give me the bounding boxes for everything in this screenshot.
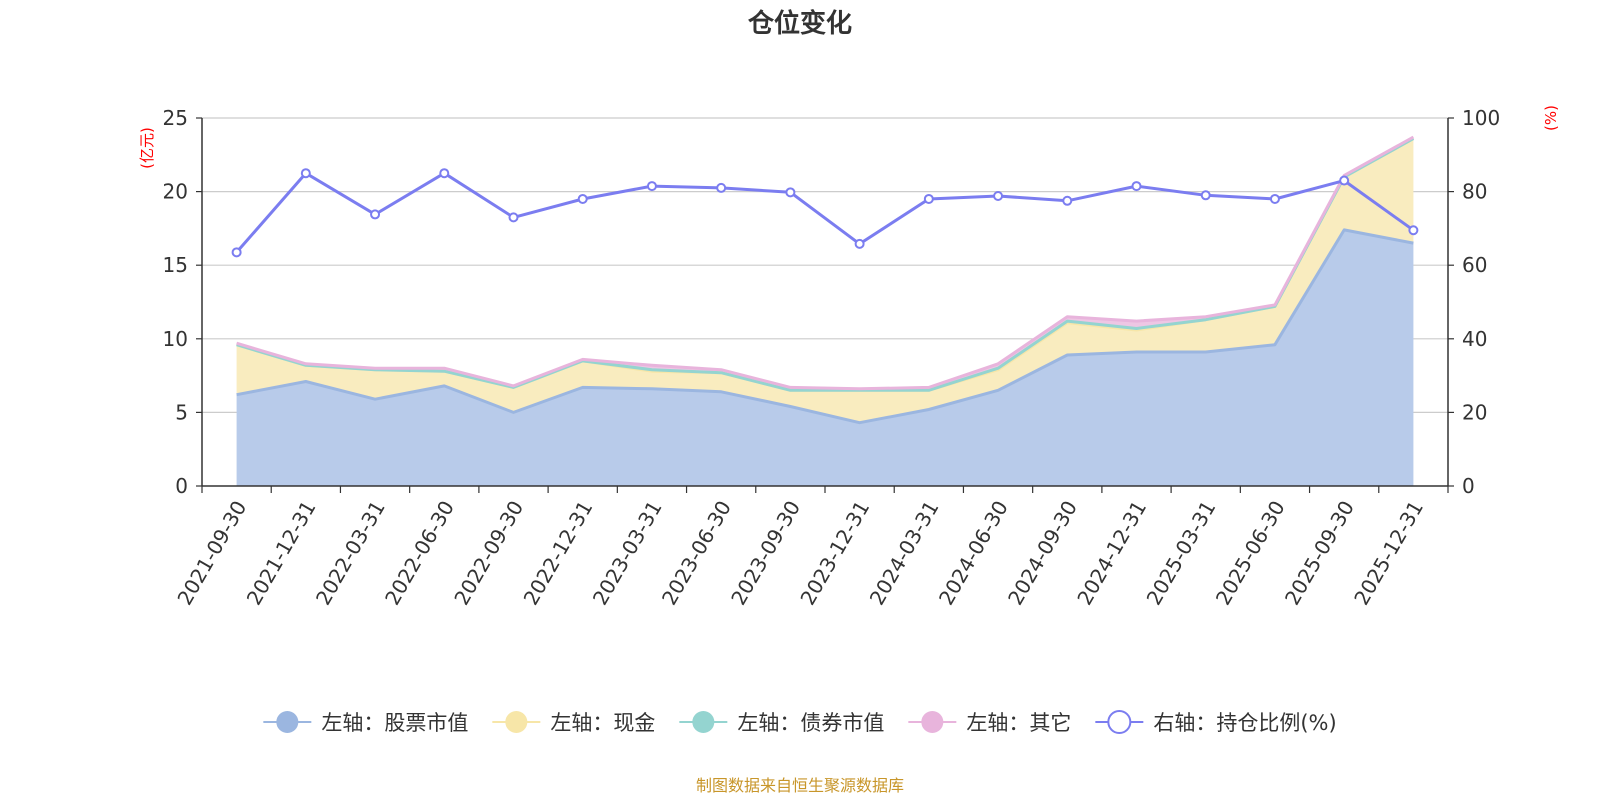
legend-label: 左轴：现金 (550, 711, 655, 735)
legend-item[interactable]: 左轴：股票市值 (263, 711, 468, 735)
right-axis-tick-label: 0 (1462, 474, 1475, 498)
x-axis-tick-label: 2023-06-30 (657, 497, 736, 610)
legend[interactable]: 左轴：股票市值 左轴：现金 左轴：债券市值 左轴：其它 右轴：持仓比例(%) (263, 710, 1337, 735)
position-ratio-point[interactable] (1062, 195, 1073, 206)
left-axis-tick-label: 25 (163, 106, 188, 130)
right-axis-tick-label: 40 (1462, 327, 1487, 351)
position-ratio-point[interactable] (1339, 175, 1350, 186)
x-axis-tick-label: 2023-09-30 (726, 497, 805, 610)
legend-item[interactable]: 左轴：债券市值 (679, 711, 884, 735)
x-axis-tick-label: 2024-03-31 (865, 496, 944, 609)
legend-label: 右轴：持仓比例(%) (1153, 711, 1336, 735)
position-ratio-point[interactable] (300, 168, 311, 179)
legend-label: 左轴：股票市值 (321, 711, 468, 735)
position-ratio-point[interactable] (993, 191, 1004, 202)
left-axis-tick-label: 10 (163, 327, 188, 351)
x-axis-tick-label: 2023-12-31 (795, 497, 874, 610)
position-ratio-point[interactable] (370, 209, 381, 220)
left-axis-tick-label: 0 (175, 474, 188, 498)
x-axis-tick-label: 2025-06-30 (1211, 497, 1290, 610)
x-axis-tick-label: 2021-09-30 (172, 497, 251, 610)
x-axis-tick-label: 2025-09-30 (1280, 497, 1359, 610)
position-ratio-point[interactable] (1131, 181, 1142, 192)
line-layer (231, 168, 1419, 258)
position-ratio-point[interactable] (1269, 193, 1280, 204)
x-axis-tick-label: 2024-09-30 (1003, 497, 1082, 610)
legend-label: 左轴：其它 (966, 711, 1071, 735)
position-ratio-point[interactable] (1200, 190, 1211, 201)
position-ratio-point[interactable] (231, 247, 242, 258)
x-axis-tick-label: 2021-12-31 (242, 497, 321, 610)
position-ratio-point[interactable] (785, 187, 796, 198)
position-ratio-point[interactable] (508, 212, 519, 223)
right-axis-tick-label: 20 (1462, 400, 1487, 424)
area-edge-line (236, 135, 1415, 391)
x-axis-tick-label: 2022-12-31 (519, 497, 598, 610)
right-axis-tick-label: 60 (1462, 253, 1487, 277)
legend-item[interactable]: 右轴：持仓比例(%) (1095, 710, 1337, 735)
area-edge-line (236, 228, 1414, 425)
legend-dot-icon (921, 711, 944, 733)
right-axis-tick-label: 100 (1462, 106, 1500, 130)
left-axis-tick-label: 20 (163, 180, 188, 204)
legend-dot-icon (276, 711, 299, 733)
left-axis-tick-label: 15 (163, 253, 188, 277)
x-axis-tick-label: 2022-09-30 (449, 497, 528, 610)
position-ratio-point[interactable] (577, 193, 588, 204)
area-layer (236, 135, 1415, 486)
position-ratio-point[interactable] (1408, 225, 1419, 236)
legend-item[interactable]: 左轴：其它 (908, 711, 1071, 735)
area-edge-line (236, 137, 1415, 392)
right-axis-tick-label: 80 (1462, 180, 1487, 204)
source-note: 制图数据来自恒生聚源数据库 (696, 776, 904, 795)
left-axis-tick-label: 5 (175, 400, 188, 424)
x-axis-tick-label: 2023-03-31 (588, 497, 667, 610)
legend-dot-icon (505, 711, 528, 733)
position-ratio-point[interactable] (439, 168, 450, 179)
x-axis-tick-label: 2025-03-31 (1142, 497, 1221, 610)
right-axis-unit: (%) (1542, 105, 1560, 131)
legend-dot-icon (692, 711, 715, 733)
position-ratio-point[interactable] (646, 181, 657, 192)
position-ratio-point[interactable] (854, 238, 865, 249)
x-axis-tick-label: 2025-12-31 (1349, 497, 1428, 610)
legend-label: 左轴：债券市值 (737, 711, 884, 735)
x-axis-tick-label: 2024-12-31 (1072, 497, 1151, 610)
x-axis-tick-label: 2022-03-31 (311, 497, 390, 610)
position-ratio-point[interactable] (716, 182, 727, 193)
chart-title: 仓位变化 (747, 8, 852, 39)
position-ratio-line (235, 171, 1415, 254)
legend-item[interactable]: 左轴：现金 (492, 711, 655, 735)
left-axis-unit: (亿元) (138, 127, 156, 169)
legend-ring-icon (1107, 710, 1132, 734)
area-左轴：股票市值 (236, 229, 1414, 486)
x-axis-tick-label: 2024-06-30 (934, 497, 1013, 610)
position-ratio-point[interactable] (923, 193, 934, 204)
x-axis-tick-label: 2022-06-30 (380, 497, 459, 610)
